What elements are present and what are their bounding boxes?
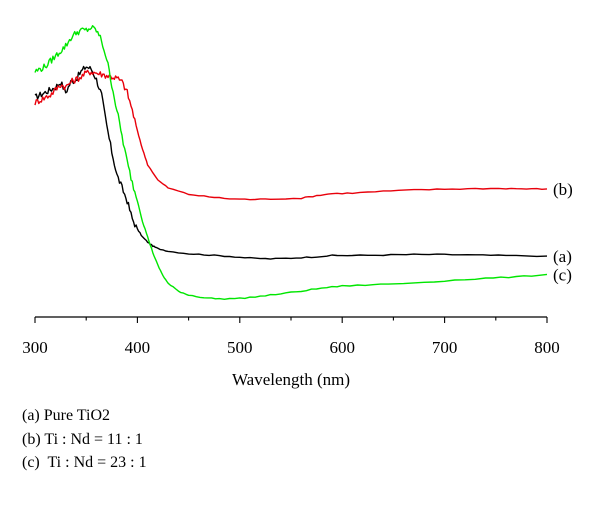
series-line-a [34, 65, 548, 260]
plot-area [34, 25, 548, 300]
legend-line-a: (a) Pure TiO2 [22, 407, 111, 424]
x-tick-label: 800 [534, 338, 560, 357]
annotation-a: (a) [553, 247, 572, 266]
x-tick-label: 600 [329, 338, 355, 357]
x-tick-label: 700 [432, 338, 458, 357]
series-line-c [34, 25, 548, 300]
x-axis: 300 400 500 600 700 800 [22, 316, 560, 357]
x-tick-label: 400 [125, 338, 151, 357]
legend-line-c: (c) Ti : Nd = 23 : 1 [22, 454, 147, 471]
series-line-b [34, 69, 548, 201]
curve-annotations: (b) (a)(c) [553, 180, 573, 284]
uv-vis-chart: 300 400 500 600 700 800 Wavelength (nm) (b) (a… [22, 25, 573, 389]
legend-line-b: (b) Ti : Nd = 11 : 1 [22, 430, 143, 448]
x-tick-label: 500 [227, 338, 253, 357]
x-tick-label: 300 [22, 338, 48, 357]
annotation-b: (b) [553, 180, 573, 199]
annotation-c: (c) [553, 265, 572, 284]
x-axis-title: Wavelength (nm) [232, 370, 350, 389]
legend-block: (a) Pure TiO2 (b) Ti : Nd = 11 : 1 (c) T… [22, 404, 422, 475]
